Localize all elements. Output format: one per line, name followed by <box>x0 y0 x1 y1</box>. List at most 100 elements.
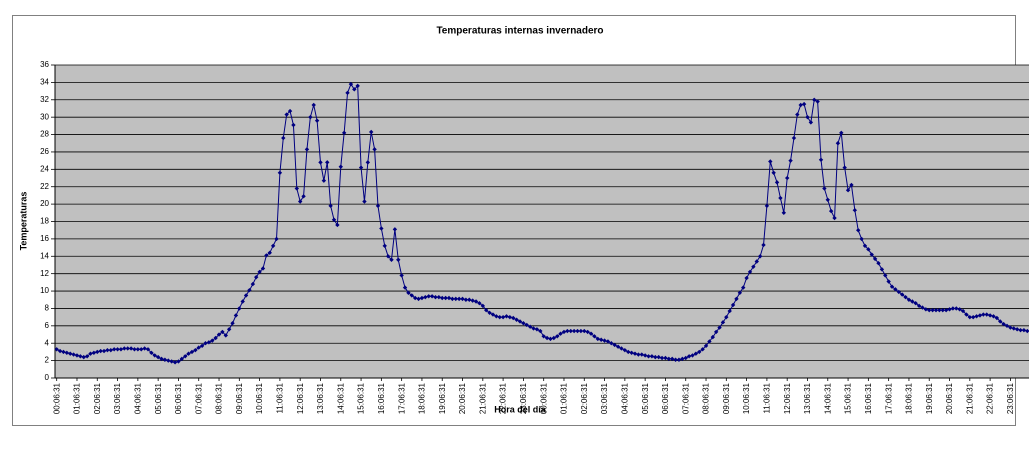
data-point <box>713 329 719 335</box>
data-point <box>193 347 198 353</box>
data-point <box>210 338 215 343</box>
data-point <box>649 354 655 359</box>
x-tick-label: 17:06:31 <box>884 382 893 414</box>
data-point <box>815 99 820 104</box>
data-point <box>423 294 428 300</box>
data-point <box>639 352 644 357</box>
data-point <box>358 165 364 170</box>
data-point <box>818 157 824 162</box>
y-tick-label: 8 <box>45 304 50 313</box>
data-point <box>778 195 783 201</box>
data-point <box>159 356 164 362</box>
data-point <box>369 129 374 135</box>
y-tick-label: 34 <box>40 77 49 86</box>
data-point <box>135 347 141 352</box>
data-point <box>267 250 272 255</box>
data-point <box>653 354 658 360</box>
data-point <box>385 254 391 259</box>
data-point <box>169 359 174 364</box>
x-tick-label: 10:06:31 <box>255 382 264 414</box>
x-tick-label: 00:06:31 <box>52 382 61 414</box>
data-point <box>95 349 100 355</box>
data-point <box>98 348 103 354</box>
data-point <box>690 353 695 358</box>
data-point <box>741 285 746 290</box>
data-point <box>872 256 878 262</box>
data-point <box>494 314 499 319</box>
data-point <box>933 307 939 313</box>
data-point <box>139 347 144 352</box>
data-point <box>1011 326 1016 331</box>
data-point <box>402 285 408 290</box>
data-point <box>808 120 814 125</box>
data-point <box>352 87 357 92</box>
data-point <box>534 327 540 332</box>
x-tick-label: 11:06:31 <box>763 382 772 413</box>
x-tick-label: 03:06:31 <box>113 382 122 414</box>
x-tick-label: 21:06:31 <box>965 382 974 414</box>
data-point <box>602 338 607 343</box>
data-point <box>433 294 438 300</box>
data-point <box>656 354 661 360</box>
data-point <box>517 319 523 324</box>
data-point <box>365 160 371 165</box>
y-tick-label: 28 <box>40 130 49 139</box>
data-point <box>396 257 401 262</box>
data-point <box>132 347 137 352</box>
data-point <box>937 307 942 313</box>
data-point <box>683 355 688 361</box>
data-point <box>747 269 753 275</box>
data-point <box>281 135 286 141</box>
data-point <box>467 297 472 302</box>
data-point <box>220 329 225 335</box>
x-tick-label: 19:06:31 <box>925 382 934 414</box>
data-point <box>676 357 682 362</box>
data-point <box>166 358 171 363</box>
data-point <box>680 356 685 362</box>
data-point <box>751 264 756 269</box>
data-point <box>321 178 327 183</box>
data-point <box>460 296 465 302</box>
x-tick-label: 20:06:31 <box>458 382 467 414</box>
data-point <box>734 296 739 302</box>
data-point <box>335 222 340 228</box>
data-point <box>707 339 712 344</box>
x-tick-label: 16:06:31 <box>377 382 386 414</box>
data-point <box>571 328 577 334</box>
data-point <box>477 301 482 306</box>
data-point <box>392 227 398 232</box>
x-tick-label: 09:06:31 <box>722 382 731 414</box>
data-point <box>727 308 732 314</box>
y-tick-label: 14 <box>40 251 49 260</box>
x-tick-label: 08:06:31 <box>215 382 224 414</box>
data-point <box>504 314 509 319</box>
data-point <box>761 242 766 248</box>
data-point <box>825 197 830 202</box>
data-point <box>943 307 949 313</box>
data-point <box>987 313 993 318</box>
data-point <box>183 354 188 359</box>
chart-title: Temperaturas internas invernadero <box>436 26 603 37</box>
data-point <box>862 243 868 249</box>
data-point <box>284 112 289 117</box>
data-point <box>967 314 973 320</box>
data-point <box>940 307 945 313</box>
data-point <box>325 160 330 165</box>
y-tick-label: 10 <box>40 286 49 295</box>
x-tick-label: 15:06:31 <box>844 382 853 414</box>
data-point <box>947 307 952 312</box>
data-point <box>429 294 435 299</box>
data-point <box>57 348 63 354</box>
y-axis-label: Temperaturas <box>18 192 28 251</box>
y-tick-label: 26 <box>40 147 49 156</box>
data-point <box>960 308 966 314</box>
data-point <box>561 329 567 335</box>
data-point <box>859 236 864 242</box>
data-point <box>828 208 834 214</box>
data-point <box>950 306 956 311</box>
data-point <box>389 257 394 262</box>
data-point <box>338 164 343 169</box>
data-point <box>287 108 293 114</box>
data-point <box>852 207 858 213</box>
data-point <box>257 269 262 275</box>
